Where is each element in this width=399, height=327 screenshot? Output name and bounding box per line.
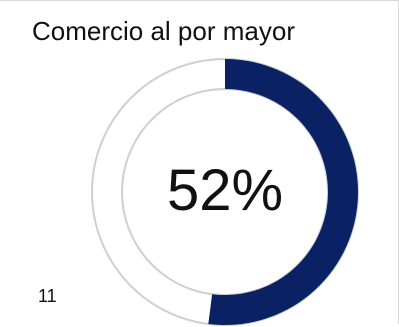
gauge-value-label: 52% [167, 158, 283, 223]
footnote: 11 [38, 286, 57, 306]
donut-gauge: 52% [91, 58, 359, 326]
chart-title: Comercio al por mayor [32, 16, 295, 46]
gauge-value-arc [208, 59, 358, 325]
